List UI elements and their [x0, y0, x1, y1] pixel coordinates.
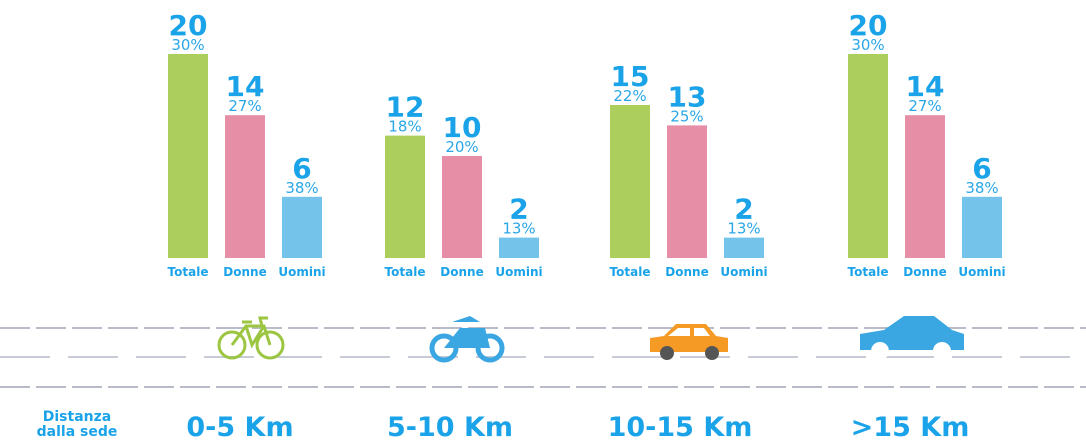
share-label: 38% [965, 179, 998, 197]
distance-label: 5-10 Km [387, 412, 513, 443]
value-label: 13 [668, 80, 707, 113]
category-label: Donne [903, 265, 946, 279]
value-label: 14 [906, 70, 945, 103]
value-label: 2 [734, 193, 753, 226]
category-label: Uomini [495, 265, 542, 279]
bar [610, 105, 650, 258]
category-label: Donne [223, 265, 266, 279]
share-label: 30% [171, 36, 204, 54]
value-label: 20 [169, 9, 208, 42]
bar [168, 54, 208, 258]
car-icon [650, 324, 728, 360]
share-label: 27% [908, 97, 941, 115]
share-label: 30% [851, 36, 884, 54]
sedan-icon [860, 316, 964, 360]
bar [442, 156, 482, 258]
category-label: Totale [168, 265, 209, 279]
category-label: Uomini [278, 265, 325, 279]
bicycle-icon [217, 316, 285, 360]
bar [848, 54, 888, 258]
category-label: Donne [440, 265, 483, 279]
distance-label: >15 Km [851, 412, 970, 443]
bar [724, 237, 764, 258]
share-label: 22% [613, 87, 646, 105]
share-label: 38% [285, 179, 318, 197]
value-label: 14 [226, 70, 265, 103]
value-label: 2 [509, 193, 528, 226]
category-label: Totale [385, 265, 426, 279]
bar [905, 115, 945, 258]
category-label: Donne [665, 265, 708, 279]
share-label: 20% [445, 138, 478, 156]
bar [385, 135, 425, 258]
share-label: 27% [228, 97, 261, 115]
axis-label: Distanza dalla sede [36, 409, 118, 440]
share-label: 13% [502, 220, 535, 238]
value-label: 6 [292, 152, 311, 185]
motorbike-icon [429, 316, 505, 363]
value-label: 12 [386, 91, 425, 124]
value-label: 10 [443, 111, 482, 144]
bar [282, 196, 322, 258]
bar [667, 125, 707, 259]
share-label: 18% [388, 118, 421, 136]
value-label: 15 [611, 60, 650, 93]
value-label: 6 [972, 152, 991, 185]
share-label: 25% [670, 107, 703, 125]
distance-label: 10-15 Km [608, 412, 753, 443]
bar [225, 115, 265, 258]
value-label: 20 [849, 9, 888, 42]
distance-label: 0-5 Km [186, 412, 293, 443]
share-label: 13% [727, 220, 760, 238]
bar [962, 196, 1002, 258]
category-label: Totale [610, 265, 651, 279]
category-label: Totale [848, 265, 889, 279]
category-label: Uomini [720, 265, 767, 279]
bar [499, 237, 539, 258]
category-label: Uomini [958, 265, 1005, 279]
